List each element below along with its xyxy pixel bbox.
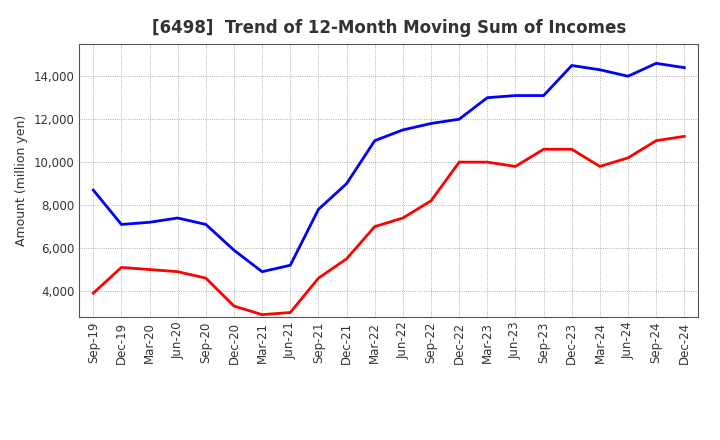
Ordinary Income <box>652 61 660 66</box>
Ordinary Income <box>455 117 464 122</box>
Net Income <box>680 134 688 139</box>
Ordinary Income <box>145 220 154 225</box>
Ordinary Income <box>511 93 520 98</box>
Net Income <box>399 215 408 220</box>
Line: Net Income: Net Income <box>94 136 684 315</box>
Ordinary Income <box>370 138 379 143</box>
Ordinary Income <box>314 207 323 212</box>
Net Income <box>483 160 492 165</box>
Y-axis label: Amount (million yen): Amount (million yen) <box>15 115 28 246</box>
Line: Ordinary Income: Ordinary Income <box>94 63 684 271</box>
Net Income <box>427 198 436 203</box>
Net Income <box>567 147 576 152</box>
Ordinary Income <box>539 93 548 98</box>
Net Income <box>89 290 98 296</box>
Net Income <box>258 312 266 317</box>
Ordinary Income <box>174 215 182 220</box>
Net Income <box>370 224 379 229</box>
Net Income <box>652 138 660 143</box>
Net Income <box>145 267 154 272</box>
Ordinary Income <box>595 67 604 73</box>
Ordinary Income <box>680 65 688 70</box>
Ordinary Income <box>117 222 126 227</box>
Ordinary Income <box>202 222 210 227</box>
Net Income <box>174 269 182 274</box>
Net Income <box>624 155 632 161</box>
Title: [6498]  Trend of 12-Month Moving Sum of Incomes: [6498] Trend of 12-Month Moving Sum of I… <box>152 19 626 37</box>
Ordinary Income <box>567 63 576 68</box>
Ordinary Income <box>258 269 266 274</box>
Net Income <box>230 304 238 309</box>
Net Income <box>455 160 464 165</box>
Ordinary Income <box>427 121 436 126</box>
Ordinary Income <box>89 187 98 193</box>
Net Income <box>314 275 323 281</box>
Net Income <box>595 164 604 169</box>
Ordinary Income <box>230 248 238 253</box>
Ordinary Income <box>342 181 351 186</box>
Net Income <box>202 275 210 281</box>
Net Income <box>117 265 126 270</box>
Ordinary Income <box>624 73 632 79</box>
Ordinary Income <box>286 263 294 268</box>
Net Income <box>511 164 520 169</box>
Net Income <box>286 310 294 315</box>
Ordinary Income <box>483 95 492 100</box>
Net Income <box>539 147 548 152</box>
Ordinary Income <box>399 127 408 132</box>
Net Income <box>342 256 351 261</box>
